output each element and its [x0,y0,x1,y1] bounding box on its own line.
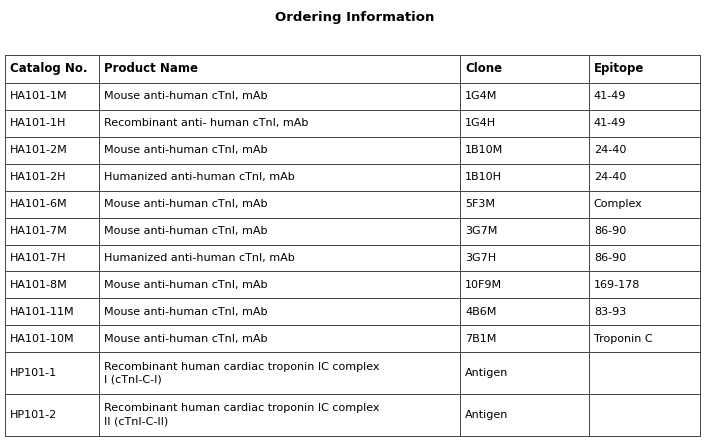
Text: 86-90: 86-90 [594,253,626,263]
Text: HA101-2H: HA101-2H [10,172,67,182]
Text: HA101-10M: HA101-10M [10,334,74,344]
Text: Recombinant anti- human cTnI, mAb: Recombinant anti- human cTnI, mAb [104,118,308,128]
Text: 1G4M: 1G4M [465,91,498,101]
Text: 24-40: 24-40 [594,172,626,182]
Text: 41-49: 41-49 [594,118,626,128]
Text: Recombinant human cardiac troponin IC complex
I (cTnI-C-I): Recombinant human cardiac troponin IC co… [104,362,379,385]
Text: Epitope: Epitope [594,63,644,75]
Text: Humanized anti-human cTnI, mAb: Humanized anti-human cTnI, mAb [104,172,294,182]
Text: 7B1M: 7B1M [465,334,496,344]
Text: 24-40: 24-40 [594,145,626,155]
Text: Antigen: Antigen [465,410,508,420]
Text: Humanized anti-human cTnI, mAb: Humanized anti-human cTnI, mAb [104,253,294,263]
Text: Antigen: Antigen [465,368,508,378]
Text: 86-90: 86-90 [594,226,626,236]
Text: HA101-2M: HA101-2M [10,145,68,155]
Text: Mouse anti-human cTnI, mAb: Mouse anti-human cTnI, mAb [104,199,267,209]
Text: Mouse anti-human cTnI, mAb: Mouse anti-human cTnI, mAb [104,226,267,236]
Text: Mouse anti-human cTnI, mAb: Mouse anti-human cTnI, mAb [104,145,267,155]
Text: 41-49: 41-49 [594,91,626,101]
Text: Recombinant human cardiac troponin IC complex
II (cTnI-C-II): Recombinant human cardiac troponin IC co… [104,404,379,426]
Text: 1B10M: 1B10M [465,145,503,155]
Text: Mouse anti-human cTnI, mAb: Mouse anti-human cTnI, mAb [104,280,267,290]
Text: 5F3M: 5F3M [465,199,495,209]
Text: HP101-2: HP101-2 [10,410,57,420]
Text: HA101-1M: HA101-1M [10,91,67,101]
Text: 4B6M: 4B6M [465,307,496,317]
Text: HP101-1: HP101-1 [10,368,57,378]
Text: Clone: Clone [465,63,503,75]
Text: HA101-7H: HA101-7H [10,253,67,263]
Text: Troponin C: Troponin C [594,334,652,344]
Text: HA101-1H: HA101-1H [10,118,67,128]
Text: Product Name: Product Name [104,63,198,75]
Text: HA101-6M: HA101-6M [10,199,67,209]
Text: 3G7M: 3G7M [465,226,498,236]
Text: 169-178: 169-178 [594,280,640,290]
Text: 1B10H: 1B10H [465,172,502,182]
Text: Ordering Information: Ordering Information [275,11,434,25]
Text: Catalog No.: Catalog No. [10,63,87,75]
Text: Complex: Complex [594,199,642,209]
Text: HA101-11M: HA101-11M [10,307,74,317]
Text: HA101-8M: HA101-8M [10,280,68,290]
Text: 1G4H: 1G4H [465,118,496,128]
Text: 10F9M: 10F9M [465,280,503,290]
Text: Mouse anti-human cTnI, mAb: Mouse anti-human cTnI, mAb [104,307,267,317]
Text: HA101-7M: HA101-7M [10,226,68,236]
Text: Mouse anti-human cTnI, mAb: Mouse anti-human cTnI, mAb [104,334,267,344]
Text: Mouse anti-human cTnI, mAb: Mouse anti-human cTnI, mAb [104,91,267,101]
Text: 83-93: 83-93 [594,307,626,317]
Text: 3G7H: 3G7H [465,253,496,263]
